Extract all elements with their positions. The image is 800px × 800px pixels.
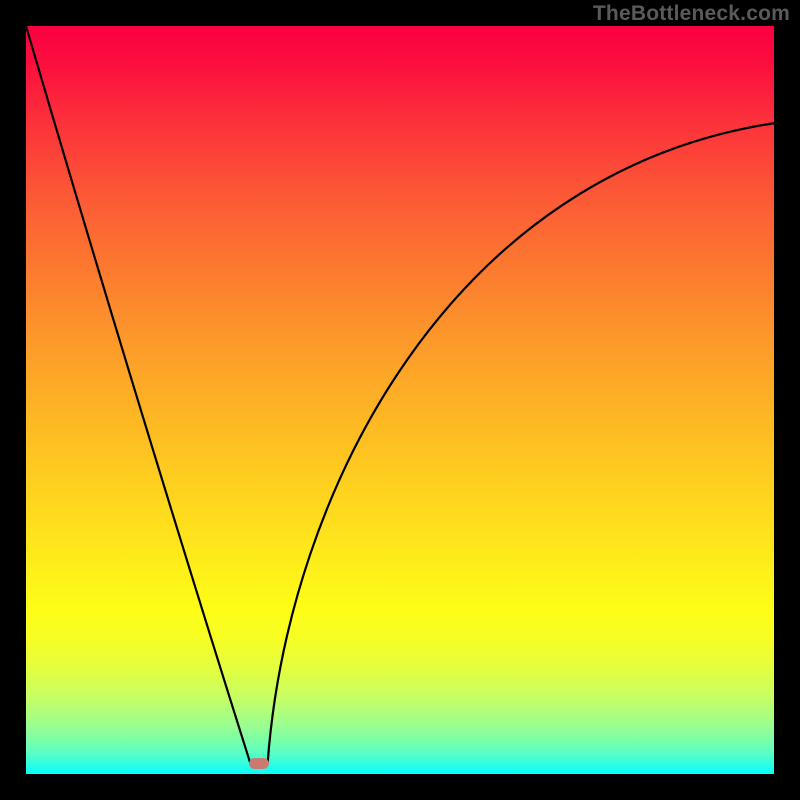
bottleneck-chart — [0, 0, 800, 800]
minimum-marker — [249, 758, 269, 769]
chart-container: { "watermark_text": "TheBottleneck.com",… — [0, 0, 800, 800]
